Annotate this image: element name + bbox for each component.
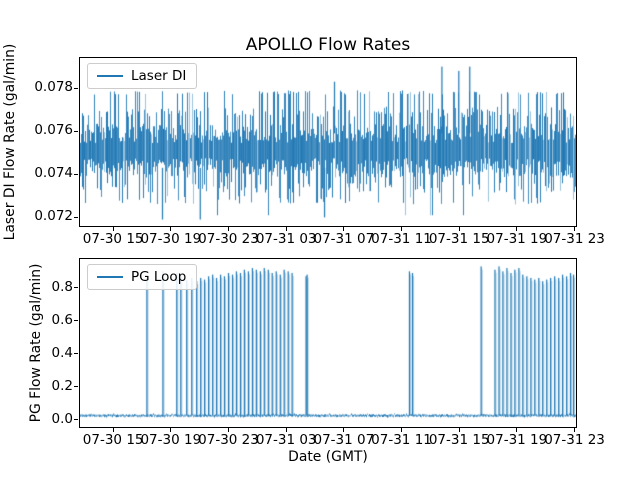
x-tick-mark [458,428,460,432]
x-tick-mark [285,428,287,432]
y-tick-label: 0.078 [34,79,73,96]
y-tick-mark [74,386,78,388]
axes-laser-di: Laser DI [79,57,577,227]
x-tick-mark [401,428,403,432]
x-tick-mark [285,227,287,231]
legend-label: PG Loop [131,269,187,285]
x-tick-mark [228,428,229,432]
x-axis-label: Date (GMT) [288,449,368,465]
x-tick-mark [574,227,576,231]
x-tick-label: 07-31 23 [544,432,605,448]
x-tick-label: 07-31 15 [428,432,490,448]
x-tick-label: 07-31 15 [428,231,490,247]
y-tick-label: 0.4 [51,344,73,361]
y-tick-label: 0.8 [51,278,73,295]
x-tick-mark [343,227,345,231]
y-tick-label: 0.072 [34,208,73,225]
x-tick-label: 07-30 19 [140,231,202,247]
x-tick-mark [112,428,114,432]
y-tick-label: 0.0 [51,410,73,427]
chart-title: APOLLO Flow Rates [245,35,411,55]
x-tick-mark [401,227,403,231]
y-tick-mark [74,130,78,132]
x-tick-label: 07-30 15 [82,231,144,247]
legend-label: Laser DI [131,68,187,84]
x-tick-label: 07-31 11 [371,432,432,448]
legend-pg-loop: PG Loop [87,264,198,290]
x-tick-mark [112,227,114,231]
legend-line-sample [97,276,123,278]
x-tick-label: 07-31 07 [313,231,375,247]
x-tick-label: 07-31 11 [371,231,432,247]
x-tick-label: 07-31 23 [544,231,605,247]
x-tick-mark [516,227,518,231]
x-tick-mark [516,428,518,432]
y-tick-mark [74,353,78,355]
y-tick-mark [74,87,78,89]
y-tick-mark [74,320,78,322]
x-tick-label: 07-31 19 [486,432,548,448]
y-tick-label: 0.2 [51,377,73,394]
x-tick-mark [574,428,576,432]
x-tick-mark [228,227,229,231]
x-tick-mark [343,428,345,432]
x-tick-label: 07-30 23 [198,432,259,448]
x-tick-label: 07-30 19 [140,432,202,448]
x-tick-mark [458,227,460,231]
x-tick-label: 07-31 19 [486,231,548,247]
y-tick-mark [74,287,78,289]
x-tick-mark [170,227,172,231]
x-tick-label: 07-31 03 [255,432,317,448]
y-tick-mark [74,216,78,218]
y-tick-label: 0.6 [51,311,73,328]
y-tick-mark [74,173,78,175]
x-tick-label: 07-30 23 [198,231,259,247]
x-tick-label: 07-30 15 [82,432,144,448]
x-tick-label: 07-31 03 [255,231,317,247]
axes-pg-loop: PG Loop [79,258,577,428]
legend-line-sample [97,75,123,77]
y-tick-mark [74,419,78,421]
x-tick-mark [170,428,172,432]
y-tick-label: 0.074 [34,165,73,182]
x-tick-label: 07-31 07 [313,432,375,448]
legend-laser-di: Laser DI [87,63,198,89]
y-tick-label: 0.076 [34,122,73,139]
